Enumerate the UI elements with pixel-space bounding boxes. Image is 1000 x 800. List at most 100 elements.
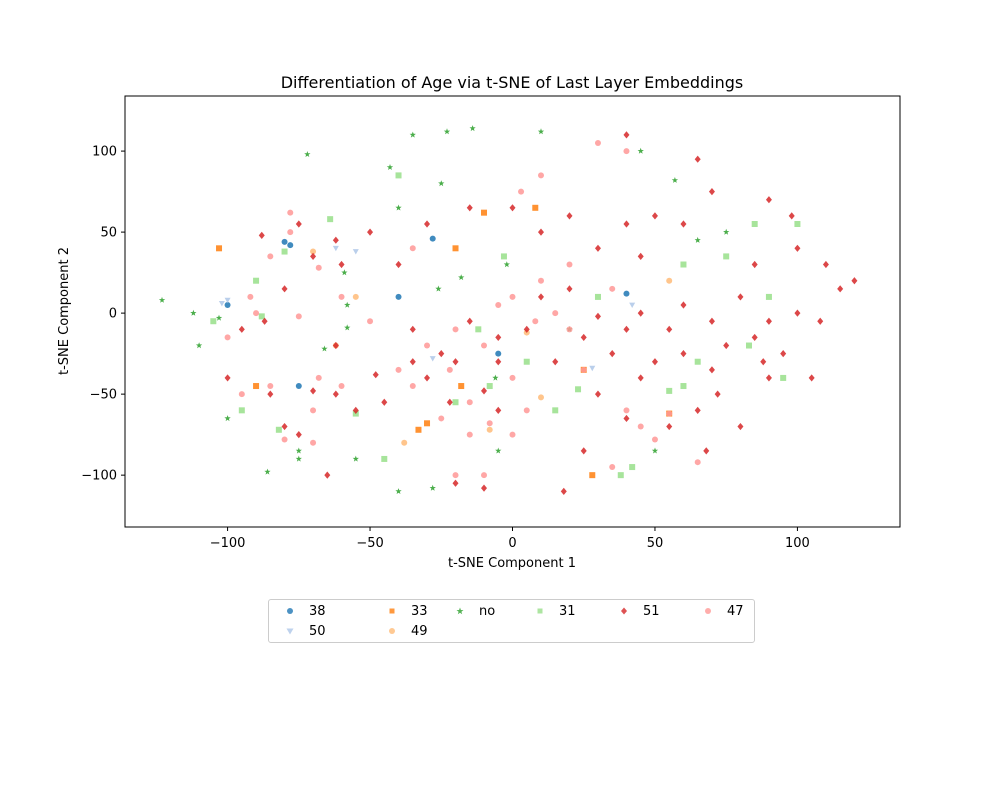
series-50 bbox=[218, 245, 636, 372]
point-47 bbox=[315, 374, 322, 381]
point-47 bbox=[446, 366, 453, 373]
point-47 bbox=[523, 407, 530, 414]
y-tick-label: 0 bbox=[109, 307, 117, 322]
plot-frame bbox=[124, 95, 901, 528]
point-47 bbox=[509, 374, 516, 381]
point-47 bbox=[452, 326, 459, 333]
point-no bbox=[694, 236, 701, 243]
point-no bbox=[443, 128, 451, 135]
point-38 bbox=[287, 242, 294, 249]
point-31 bbox=[575, 386, 582, 393]
point-49 bbox=[352, 293, 359, 300]
point-51 bbox=[594, 244, 601, 252]
point-no bbox=[671, 177, 678, 183]
point-47 bbox=[537, 172, 544, 179]
point-50 bbox=[589, 365, 596, 372]
point-38 bbox=[224, 302, 231, 309]
point-51 bbox=[680, 220, 687, 228]
point-50 bbox=[224, 297, 231, 304]
point-47 bbox=[466, 431, 473, 438]
point-31 bbox=[281, 248, 288, 255]
point-51 bbox=[295, 431, 302, 439]
point-31 bbox=[381, 455, 388, 462]
point-31 bbox=[666, 387, 673, 394]
point-49 bbox=[310, 248, 317, 255]
legend-label-31: 31 bbox=[559, 603, 576, 619]
point-31 bbox=[395, 172, 402, 179]
point-51 bbox=[594, 390, 601, 398]
point-31 bbox=[475, 326, 482, 333]
y-ticks: −100 −50 0 50 100 bbox=[81, 145, 125, 484]
point-31 bbox=[723, 253, 730, 260]
point-no bbox=[723, 228, 730, 235]
point-51 bbox=[281, 285, 288, 293]
point-51 bbox=[765, 374, 772, 382]
x-tick-label: 50 bbox=[647, 536, 664, 551]
point-no bbox=[158, 296, 166, 303]
legend-marker-49 bbox=[389, 628, 395, 634]
point-no bbox=[395, 204, 402, 211]
point-31 bbox=[500, 253, 507, 260]
point-51 bbox=[737, 293, 744, 301]
legend-marker-31 bbox=[537, 608, 543, 614]
point-31 bbox=[680, 383, 687, 390]
point-51 bbox=[751, 333, 758, 342]
point-47 bbox=[338, 383, 345, 390]
point-51 bbox=[409, 325, 416, 333]
legend-marker-51 bbox=[621, 607, 627, 615]
point-47 bbox=[566, 261, 573, 268]
point-51 bbox=[372, 371, 379, 379]
point-no bbox=[295, 455, 302, 462]
point-33 bbox=[458, 383, 465, 390]
point-no bbox=[344, 301, 351, 308]
point-47 bbox=[367, 318, 374, 325]
y-tick-label: −50 bbox=[90, 388, 117, 403]
point-51 bbox=[566, 212, 573, 220]
point-no bbox=[352, 455, 359, 462]
legend: 38 50 33 49 no 31 51 47 bbox=[268, 599, 755, 643]
point-no bbox=[304, 151, 311, 157]
point-31 bbox=[258, 313, 265, 320]
y-tick-label: −100 bbox=[81, 469, 117, 484]
point-51 bbox=[723, 341, 730, 350]
point-51 bbox=[609, 350, 616, 358]
point-51 bbox=[466, 317, 473, 325]
point-no bbox=[492, 374, 499, 381]
point-51 bbox=[837, 285, 844, 293]
point-31 bbox=[751, 221, 758, 228]
point-33 bbox=[253, 383, 260, 390]
point-51 bbox=[395, 260, 402, 269]
point-no bbox=[386, 164, 394, 170]
point-47 bbox=[247, 293, 254, 300]
point-51 bbox=[760, 358, 767, 366]
series-47 bbox=[224, 139, 701, 479]
point-51 bbox=[466, 204, 473, 212]
point-51 bbox=[409, 358, 416, 366]
point-51 bbox=[623, 414, 630, 423]
point-33 bbox=[415, 426, 422, 433]
point-31 bbox=[629, 464, 636, 471]
point-no bbox=[190, 309, 197, 316]
point-47 bbox=[310, 407, 317, 414]
series-51 bbox=[224, 131, 858, 495]
point-51 bbox=[495, 333, 502, 342]
point-no bbox=[215, 314, 223, 321]
point-33 bbox=[216, 245, 223, 252]
x-tick-label: −100 bbox=[210, 536, 246, 551]
point-no bbox=[537, 128, 545, 135]
point-51 bbox=[623, 220, 630, 228]
point-50 bbox=[352, 249, 359, 255]
point-31 bbox=[253, 277, 260, 284]
y-tick-label: 100 bbox=[92, 145, 117, 160]
point-31 bbox=[275, 426, 282, 433]
point-33 bbox=[532, 204, 539, 211]
point-47 bbox=[481, 472, 488, 479]
legend-marker-33 bbox=[389, 608, 395, 614]
point-51 bbox=[580, 447, 587, 455]
point-51 bbox=[788, 212, 795, 220]
point-33 bbox=[452, 245, 459, 252]
point-50 bbox=[332, 245, 339, 252]
point-51 bbox=[338, 260, 345, 269]
legend-label-no: no bbox=[479, 603, 496, 619]
point-47 bbox=[481, 342, 488, 349]
